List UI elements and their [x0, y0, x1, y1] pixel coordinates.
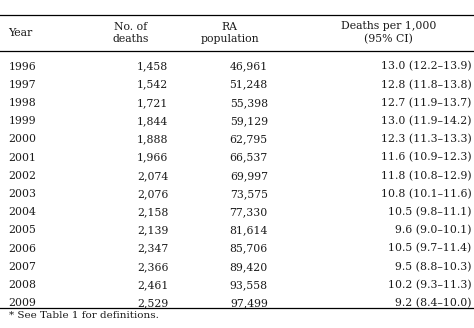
- Text: Deaths per 1,000
(95% CI): Deaths per 1,000 (95% CI): [341, 21, 437, 44]
- Text: 1,888: 1,888: [137, 134, 168, 144]
- Text: 9.6 (9.0–10.1): 9.6 (9.0–10.1): [395, 225, 472, 236]
- Text: Year: Year: [9, 28, 33, 38]
- Text: 2,074: 2,074: [137, 171, 168, 181]
- Text: 1,721: 1,721: [137, 98, 168, 108]
- Text: 93,558: 93,558: [230, 280, 268, 290]
- Text: 73,575: 73,575: [230, 189, 268, 199]
- Text: 85,706: 85,706: [229, 244, 268, 254]
- Text: 10.5 (9.8–11.1): 10.5 (9.8–11.1): [388, 207, 472, 217]
- Text: 66,537: 66,537: [229, 153, 268, 162]
- Text: 2,158: 2,158: [137, 207, 168, 217]
- Text: 1,844: 1,844: [137, 116, 168, 126]
- Text: 1,458: 1,458: [137, 62, 168, 72]
- Text: 2,347: 2,347: [137, 244, 168, 254]
- Text: 13.0 (12.2–13.9): 13.0 (12.2–13.9): [381, 61, 472, 72]
- Text: 2004: 2004: [9, 207, 36, 217]
- Text: 2,461: 2,461: [137, 280, 168, 290]
- Text: 1999: 1999: [9, 116, 36, 126]
- Text: 2,366: 2,366: [137, 262, 168, 272]
- Text: 2000: 2000: [9, 134, 36, 144]
- Text: 51,248: 51,248: [229, 80, 268, 90]
- Text: 81,614: 81,614: [229, 225, 268, 235]
- Text: * See Table 1 for definitions.: * See Table 1 for definitions.: [9, 311, 158, 320]
- Text: 2008: 2008: [9, 280, 36, 290]
- Text: 13.0 (11.9–14.2): 13.0 (11.9–14.2): [381, 116, 472, 126]
- Text: No. of
deaths: No. of deaths: [112, 22, 148, 44]
- Text: 2005: 2005: [9, 225, 36, 235]
- Text: 69,997: 69,997: [230, 171, 268, 181]
- Text: 59,129: 59,129: [230, 116, 268, 126]
- Text: 2,139: 2,139: [137, 225, 168, 235]
- Text: 2007: 2007: [9, 262, 36, 272]
- Text: 89,420: 89,420: [229, 262, 268, 272]
- Text: 11.8 (10.8–12.9): 11.8 (10.8–12.9): [381, 171, 472, 181]
- Text: 2,076: 2,076: [137, 189, 168, 199]
- Text: 2003: 2003: [9, 189, 36, 199]
- Text: 62,795: 62,795: [230, 134, 268, 144]
- Text: 10.5 (9.7–11.4): 10.5 (9.7–11.4): [388, 243, 472, 254]
- Text: 2002: 2002: [9, 171, 36, 181]
- Text: 2006: 2006: [9, 244, 36, 254]
- Text: 97,499: 97,499: [230, 298, 268, 308]
- Text: 11.6 (10.9–12.3): 11.6 (10.9–12.3): [381, 153, 472, 163]
- Text: 1,966: 1,966: [137, 153, 168, 162]
- Text: 12.7 (11.9–13.7): 12.7 (11.9–13.7): [381, 98, 472, 108]
- Text: 9.2 (8.4–10.0): 9.2 (8.4–10.0): [395, 298, 472, 308]
- Text: 1997: 1997: [9, 80, 36, 90]
- Text: 9.5 (8.8–10.3): 9.5 (8.8–10.3): [395, 262, 472, 272]
- Text: 1996: 1996: [9, 62, 36, 72]
- Text: 12.8 (11.8–13.8): 12.8 (11.8–13.8): [381, 80, 472, 90]
- Text: 77,330: 77,330: [229, 207, 268, 217]
- Text: 1,542: 1,542: [137, 80, 168, 90]
- Text: 1998: 1998: [9, 98, 36, 108]
- Text: 2009: 2009: [9, 298, 36, 308]
- Text: 2,529: 2,529: [137, 298, 168, 308]
- Text: 10.2 (9.3–11.3): 10.2 (9.3–11.3): [388, 280, 472, 290]
- Text: 10.8 (10.1–11.6): 10.8 (10.1–11.6): [381, 189, 472, 199]
- Text: 46,961: 46,961: [229, 62, 268, 72]
- Text: 12.3 (11.3–13.3): 12.3 (11.3–13.3): [381, 134, 472, 144]
- Text: 2001: 2001: [9, 153, 36, 162]
- Text: RA
population: RA population: [201, 22, 259, 44]
- Text: 55,398: 55,398: [230, 98, 268, 108]
